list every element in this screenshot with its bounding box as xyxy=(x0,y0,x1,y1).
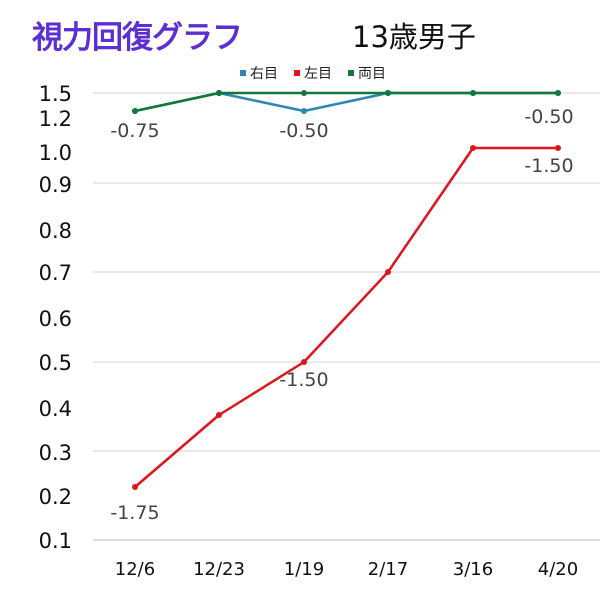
legend-item-right-eye: 右目 xyxy=(240,63,278,83)
data-point-marker xyxy=(132,108,138,114)
data-point-marker xyxy=(385,269,391,275)
y-axis-ticks: 1.51.2 1.0 0.9 0.8 0.7 0.6 0.5 0.4 0.3 0.2 0.1 xyxy=(39,82,72,553)
data-label: -0.50 xyxy=(524,106,573,128)
legend-label: 両目 xyxy=(358,66,386,82)
series-line xyxy=(134,91,558,113)
data-label: -1.50 xyxy=(524,155,573,177)
data-point-marker xyxy=(470,145,476,151)
x-tick-label: 4/20 xyxy=(538,559,578,580)
data-label: -1.50 xyxy=(279,369,328,391)
y-tick-label: 0.6 xyxy=(39,307,72,331)
series-lines xyxy=(132,90,561,490)
y-tick-label: 1.2 xyxy=(39,107,72,131)
data-label: -0.50 xyxy=(279,120,328,142)
y-tick-label: 0.7 xyxy=(39,261,72,285)
data-labels: -0.75 -0.50 -0.50 -1.75 -1.50 -1.50 xyxy=(110,106,573,524)
data-point-marker xyxy=(216,90,222,96)
series-line xyxy=(134,146,558,488)
data-point-marker xyxy=(385,90,391,96)
data-point-marker xyxy=(555,90,561,96)
data-point-marker xyxy=(470,90,476,96)
y-tick-label: 0.2 xyxy=(39,485,72,509)
legend-label: 左目 xyxy=(304,66,332,82)
data-point-marker xyxy=(555,145,561,151)
chart-title: 視力回復グラフ xyxy=(32,20,243,56)
legend-item-left-eye: 左目 xyxy=(294,63,332,83)
x-tick-label: 12/6 xyxy=(115,559,155,580)
data-point-marker xyxy=(301,359,307,365)
data-point-marker xyxy=(301,90,307,96)
x-tick-label: 2/17 xyxy=(368,559,408,580)
y-tick-label: 0.8 xyxy=(39,219,72,243)
x-axis-ticks: 12/6 12/23 1/19 2/17 3/16 4/20 xyxy=(115,559,578,580)
y-tick-label: 0.4 xyxy=(39,397,72,421)
data-point-marker xyxy=(132,484,138,490)
series-line xyxy=(134,91,558,113)
legend-swatch-icon xyxy=(240,70,246,76)
data-label: -1.75 xyxy=(110,502,159,524)
data-point-marker xyxy=(301,108,307,114)
x-tick-label: 3/16 xyxy=(453,559,493,580)
legend-item-both-eyes: 両目 xyxy=(348,63,386,83)
y-tick-label: 1.5 xyxy=(39,82,72,106)
legend-swatch-icon xyxy=(294,70,300,76)
x-tick-label: 12/23 xyxy=(193,559,245,580)
chart-subtitle: 13歳男子 xyxy=(352,20,476,54)
legend-swatch-icon xyxy=(348,70,354,76)
legend-label: 右目 xyxy=(250,66,278,82)
y-tick-label: 1.0 xyxy=(39,141,72,165)
y-tick-label: 0.9 xyxy=(39,173,72,197)
x-tick-label: 1/19 xyxy=(284,559,324,580)
data-point-marker xyxy=(216,412,222,418)
data-label: -0.75 xyxy=(110,120,159,142)
y-tick-label: 0.1 xyxy=(39,529,72,553)
y-tick-label: 0.3 xyxy=(39,441,72,465)
y-tick-label: 0.5 xyxy=(39,351,72,375)
legend: 右目 左目 両目 xyxy=(240,63,386,83)
